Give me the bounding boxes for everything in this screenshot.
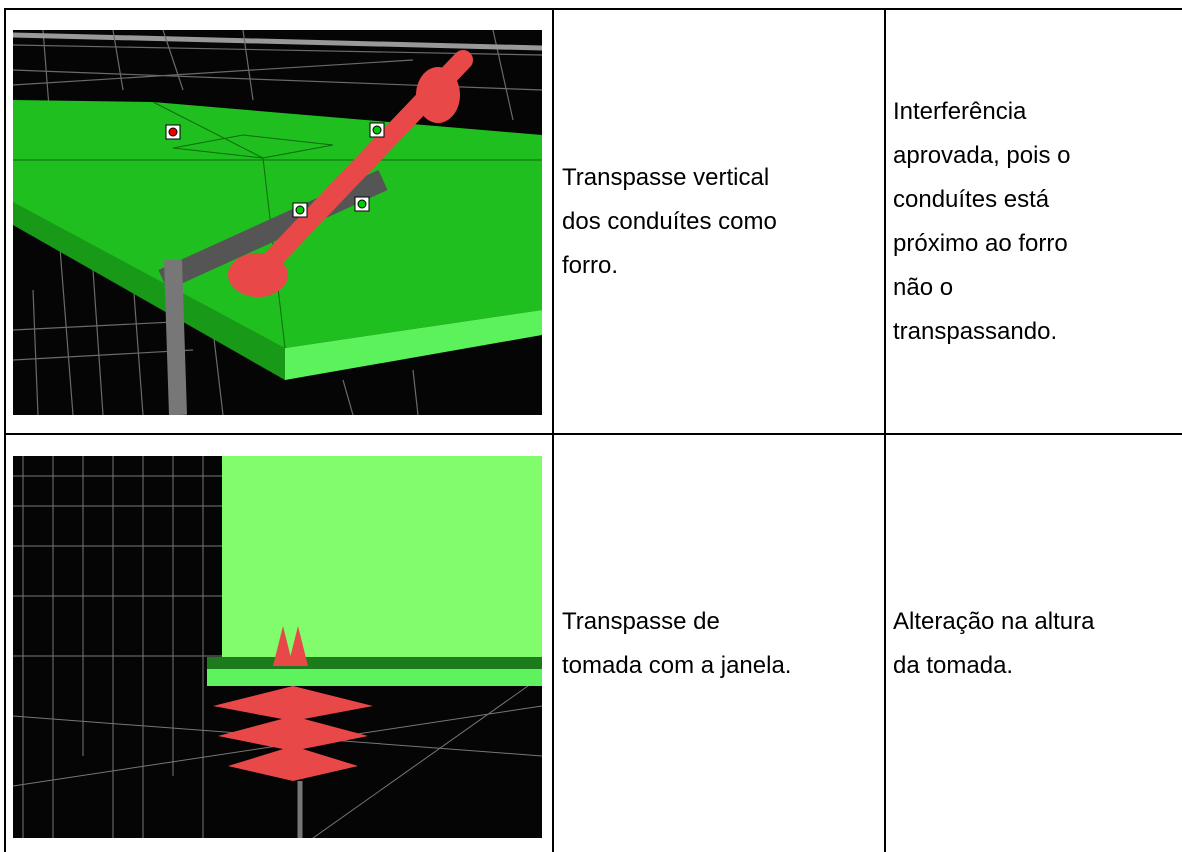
text-line: não o	[893, 273, 954, 301]
text-line: Transpasse vertical	[562, 163, 770, 191]
text-line: tomada com a janela.	[562, 651, 792, 679]
text-line: Interferência	[893, 97, 1027, 125]
text-line: Transpasse de	[562, 607, 720, 635]
clash-image	[13, 456, 542, 838]
description-cell: Transpasse de tomada com a janela.	[562, 435, 880, 852]
text-line: transpassando.	[893, 317, 1058, 345]
border	[4, 8, 1182, 10]
description-cell: Transpasse vertical dos conduítes como for…	[562, 10, 880, 433]
border	[552, 8, 554, 852]
text-line: aprovada, pois o	[893, 141, 1071, 169]
border	[4, 8, 6, 852]
text-line: forro.	[562, 251, 619, 279]
text-line: da tomada.	[893, 651, 1014, 679]
clash-image	[13, 30, 542, 415]
text-line: Alteração na altura	[893, 607, 1095, 635]
resolution-cell: Interferência aprovada, pois o conduítes e…	[893, 10, 1178, 433]
text-line: dos conduítes como	[562, 207, 777, 235]
resolution-cell: Alteração na altura da tomada.	[893, 435, 1178, 852]
text-line: próximo ao forro	[893, 229, 1068, 257]
text-line: conduítes está	[893, 185, 1050, 213]
border	[884, 8, 886, 852]
border	[4, 433, 1182, 435]
